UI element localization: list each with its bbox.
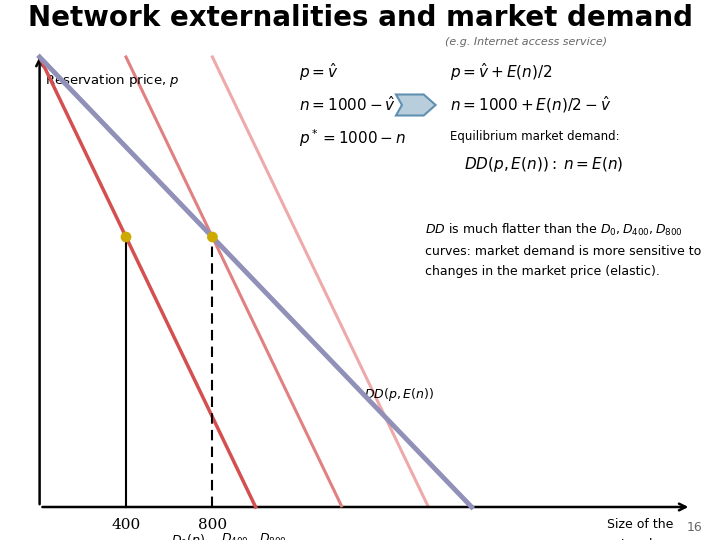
Text: Reservation price, $p$: Reservation price, $p$ (45, 72, 180, 89)
Text: $DD(p,E(n))$: $DD(p,E(n))$ (364, 386, 433, 403)
Text: $D_{800}$: $D_{800}$ (259, 532, 287, 540)
Text: $DD(p,E(n)):\; n = E(n)$: $DD(p,E(n)):\; n = E(n)$ (464, 156, 624, 174)
Text: $n = 1000 - \hat{v}$: $n = 1000 - \hat{v}$ (299, 96, 396, 114)
Text: 400: 400 (112, 518, 140, 532)
Text: $p^* = 1000 - n$: $p^* = 1000 - n$ (299, 127, 406, 149)
Point (120, 233, 132, 241)
Text: $D_0(p)$: $D_0(p)$ (171, 532, 205, 540)
Point (207, 233, 218, 241)
Text: $DD$ is much flatter than the $D_0, D_{400}, D_{800}$
curves: market demand is m: $DD$ is much flatter than the $D_0, D_{4… (425, 222, 701, 278)
Text: $n = 1000 + E(n)/2 - \hat{v}$: $n = 1000 + E(n)/2 - \hat{v}$ (450, 94, 611, 116)
Text: Size of the
network, $n$: Size of the network, $n$ (606, 518, 673, 540)
Text: 800: 800 (198, 518, 227, 532)
Text: Equilibrium market demand:: Equilibrium market demand: (450, 130, 620, 143)
Text: Network externalities and market demand: Network externalities and market demand (27, 4, 693, 32)
Polygon shape (396, 94, 436, 116)
Text: (e.g. Internet access service): (e.g. Internet access service) (444, 37, 607, 47)
Text: $p = \hat{v} + E(n)/2$: $p = \hat{v} + E(n)/2$ (450, 61, 552, 83)
Text: 16: 16 (686, 521, 702, 534)
Text: $p = \hat{v}$: $p = \hat{v}$ (299, 61, 338, 83)
Text: $D_{400}$: $D_{400}$ (221, 532, 249, 540)
